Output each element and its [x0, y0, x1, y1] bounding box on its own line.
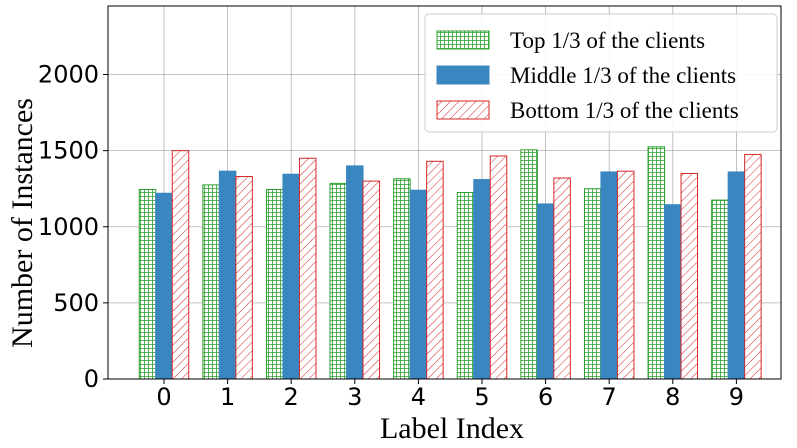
- bar-2-6: [553, 177, 571, 380]
- x-tick-label: 4: [411, 383, 426, 411]
- bar-1-1: [218, 170, 237, 380]
- bar-2-1: [235, 176, 253, 380]
- x-axis-title: Label Index: [380, 412, 524, 445]
- bar-0-7: [583, 188, 602, 380]
- bar-0-3: [329, 182, 348, 380]
- y-axis-title: Number of Instances: [6, 98, 39, 348]
- bar-0-5: [456, 192, 475, 380]
- x-tick-label: 5: [474, 383, 489, 411]
- legend: Top 1/3 of the clients Middle 1/3 of the …: [424, 13, 778, 133]
- bar-1-0: [155, 192, 173, 380]
- bar-2-5: [489, 155, 508, 380]
- y-tick-label: 2000: [38, 61, 99, 89]
- bar-0-6: [520, 149, 538, 380]
- x-tick-label: 3: [347, 383, 362, 411]
- x-tick-label: 7: [602, 383, 617, 411]
- bar-1-3: [346, 165, 364, 380]
- x-tick-label: 9: [729, 383, 744, 411]
- bar-0-8: [647, 146, 666, 380]
- bar-2-0: [171, 150, 190, 380]
- bar-1-8: [664, 204, 682, 380]
- bar-2-9: [744, 153, 762, 380]
- y-tick-label: 1000: [38, 213, 99, 241]
- bar-1-2: [282, 173, 300, 380]
- legend-swatch-1: [436, 65, 490, 85]
- bar-1-4: [409, 189, 428, 380]
- bar-1-5: [473, 179, 491, 380]
- legend-label-2: Bottom 1/3 of the clients: [510, 98, 739, 123]
- bar-2-2: [298, 157, 317, 380]
- x-tick-label: 8: [665, 383, 680, 411]
- bar-0-9: [711, 199, 729, 380]
- bar-1-6: [536, 203, 555, 380]
- x-tick-label: 2: [284, 383, 299, 411]
- legend-box: [424, 13, 778, 133]
- legend-label-1: Middle 1/3 of the clients: [510, 63, 736, 88]
- bar-1-9: [727, 171, 746, 380]
- bar-0-2: [265, 188, 284, 380]
- bar-2-8: [680, 172, 699, 380]
- bar-1-7: [600, 171, 618, 380]
- bar-0-1: [202, 184, 220, 380]
- legend-swatch-0: [436, 30, 490, 50]
- bar-2-4: [426, 160, 444, 380]
- bar-0-0: [138, 188, 157, 380]
- plot-frame: [107, 5, 782, 380]
- axes: 0 500 1000 1500 2000 0 1 2 3 4 5 6 7 8 9: [38, 5, 782, 411]
- x-tick-label: 1: [220, 383, 235, 411]
- bar-0-4: [393, 178, 411, 380]
- y-tick-label: 500: [53, 289, 99, 317]
- x-tick-label: 0: [156, 383, 171, 411]
- x-tick-label: 6: [538, 383, 553, 411]
- y-tick-label: 1500: [38, 137, 99, 165]
- legend-label-0: Top 1/3 of the clients: [510, 28, 705, 53]
- bars: [138, 146, 762, 380]
- legend-swatch-2: [436, 100, 490, 120]
- bar-2-3: [362, 180, 381, 380]
- y-tick-label: 0: [84, 365, 99, 393]
- bar-2-7: [616, 170, 635, 380]
